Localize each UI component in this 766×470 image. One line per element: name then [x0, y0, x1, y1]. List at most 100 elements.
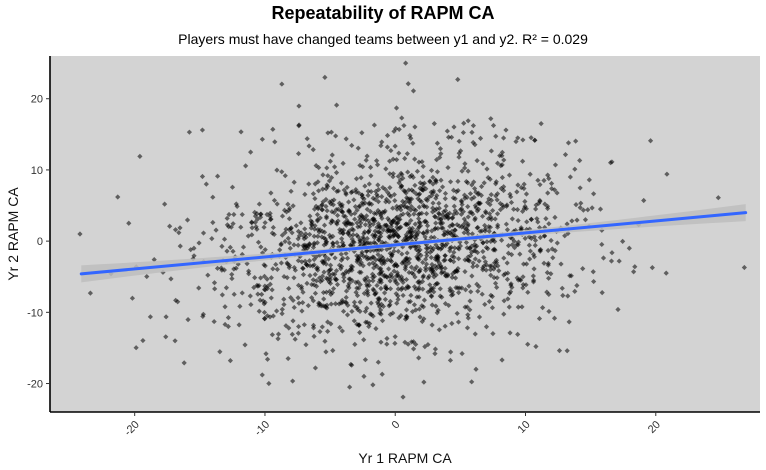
data-point [409, 225, 416, 231]
data-point [352, 303, 358, 309]
data-point [488, 216, 494, 223]
data-point [353, 289, 359, 295]
data-point [228, 224, 234, 230]
data-point [523, 206, 529, 212]
data-point [403, 307, 410, 313]
data-point [378, 233, 384, 239]
data-point [352, 204, 359, 210]
data-point [507, 289, 514, 295]
data-point [432, 214, 438, 220]
data-point [416, 159, 422, 165]
data-point [129, 295, 136, 301]
data-point [333, 277, 340, 283]
data-point [465, 230, 471, 237]
data-point [460, 222, 466, 228]
data-point [408, 234, 414, 240]
data-point [252, 209, 258, 215]
data-point [205, 272, 211, 278]
data-point [365, 188, 371, 194]
data-point [476, 258, 482, 264]
data-point [376, 223, 382, 229]
data-point [436, 327, 442, 333]
data-point [345, 302, 351, 308]
data-point [527, 248, 533, 254]
data-point [501, 272, 507, 278]
data-point [559, 285, 565, 291]
data-point [412, 124, 418, 130]
data-point [316, 188, 322, 194]
data-point [398, 207, 404, 213]
data-point [362, 357, 368, 363]
data-point [375, 221, 382, 227]
data-point [475, 224, 481, 231]
data-point [323, 241, 329, 247]
data-point [274, 308, 280, 314]
data-point [416, 229, 422, 235]
data-point [309, 219, 315, 225]
data-point [497, 200, 503, 207]
data-point [520, 208, 526, 215]
data-point [523, 191, 530, 197]
data-point [349, 308, 355, 315]
data-point [331, 164, 338, 170]
data-point [115, 194, 121, 200]
data-point [367, 208, 374, 215]
data-point [351, 318, 357, 324]
data-point [470, 264, 476, 270]
data-point [386, 192, 393, 198]
data-point [403, 276, 410, 283]
data-point [484, 166, 490, 172]
data-point [366, 278, 372, 284]
data-point [212, 286, 218, 292]
data-point [524, 219, 530, 225]
data-point [390, 174, 396, 180]
data-point [283, 323, 289, 329]
data-point [328, 266, 334, 272]
data-point [582, 217, 589, 223]
data-point [230, 248, 236, 254]
data-point [423, 261, 430, 267]
data-point [508, 281, 514, 287]
data-point [331, 209, 337, 216]
data-point [367, 311, 373, 317]
data-point [437, 188, 443, 194]
data-point [407, 225, 413, 232]
data-point [388, 193, 394, 200]
data-point [452, 227, 458, 233]
data-point [375, 301, 382, 307]
data-point [362, 183, 368, 189]
data-point [607, 160, 614, 166]
data-point [503, 127, 509, 133]
data-point [376, 256, 382, 262]
data-point [458, 211, 464, 217]
data-point [435, 245, 441, 251]
data-point [233, 265, 239, 271]
data-point [382, 285, 389, 291]
data-point [495, 160, 501, 166]
data-point [227, 244, 233, 250]
data-point [567, 174, 573, 180]
data-point [176, 230, 182, 236]
data-point [368, 240, 374, 247]
data-point [434, 157, 440, 163]
data-point [379, 215, 385, 221]
data-point [429, 261, 435, 268]
data-point [441, 232, 447, 238]
data-point [269, 287, 275, 293]
data-point [231, 266, 237, 272]
data-point [424, 249, 430, 255]
data-point [403, 232, 409, 238]
data-point [351, 299, 358, 305]
data-point [420, 173, 426, 180]
data-point [387, 158, 393, 164]
data-point [427, 282, 433, 288]
x-tick-label: -10 [252, 419, 272, 439]
data-point [322, 258, 328, 264]
data-point [600, 255, 607, 261]
data-point [328, 201, 334, 207]
data-point [379, 239, 385, 246]
data-point [515, 217, 521, 224]
data-point [211, 280, 218, 286]
data-point [302, 191, 308, 198]
data-point [537, 234, 543, 241]
